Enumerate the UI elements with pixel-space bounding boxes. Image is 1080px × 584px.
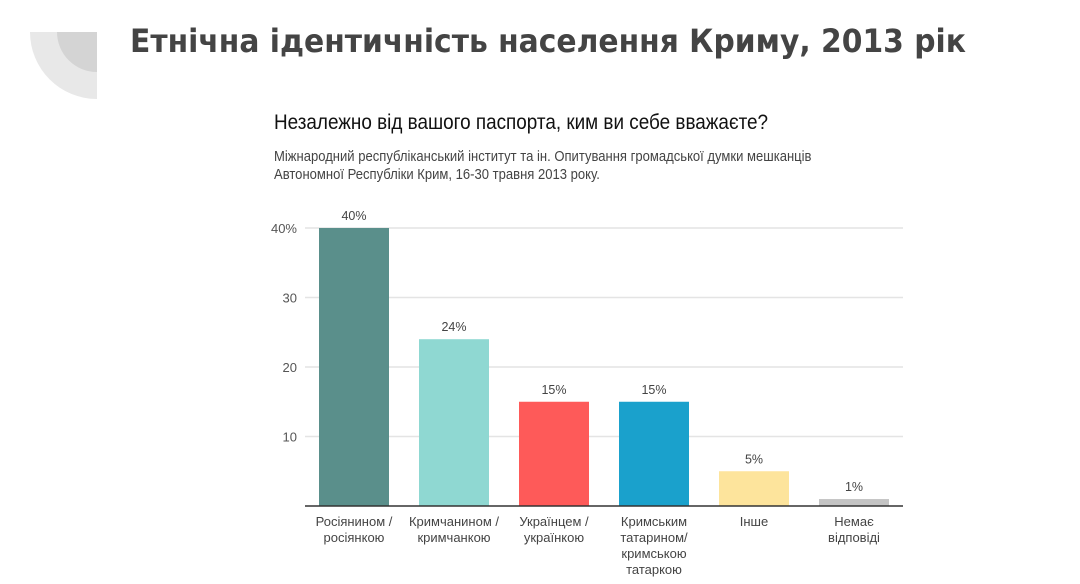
bar <box>319 228 389 506</box>
x-category-label: татаркою <box>626 562 682 577</box>
data-label: 5% <box>745 452 763 466</box>
x-category-label: татарином/ <box>620 530 688 545</box>
x-category-label: Росіянином / <box>316 514 393 529</box>
x-category-label: відповіді <box>828 530 880 545</box>
x-category-label: росіянкою <box>324 530 385 545</box>
x-category-label: Інше <box>740 514 768 529</box>
x-category-label: кримчанкою <box>417 530 490 545</box>
data-label: 24% <box>441 320 466 334</box>
y-tick-label: 40% <box>271 221 297 236</box>
x-category-label: кримською <box>621 546 686 561</box>
x-category-label: Кримчанином / <box>409 514 499 529</box>
bar <box>419 339 489 506</box>
x-category-label: Немає <box>834 514 874 529</box>
source-line-2: Автономної Республіки Крим, 16-30 травня… <box>274 167 600 183</box>
bar <box>819 499 889 506</box>
source-line-1: Міжнародний республіканський інститут та… <box>274 149 812 165</box>
chart-title: Незалежно від вашого паспорта, ким ви се… <box>274 111 769 134</box>
x-category-label: Українцем / <box>519 514 589 529</box>
x-category-label: українкою <box>524 530 585 545</box>
data-label: 15% <box>641 383 666 397</box>
slide-title: Етнічна ідентичність населення Криму, 20… <box>130 22 966 60</box>
data-label: 15% <box>541 383 566 397</box>
data-label: 40% <box>341 209 366 223</box>
bar <box>619 401 689 506</box>
bar <box>519 401 589 506</box>
y-tick-label: 20 <box>283 360 297 375</box>
bar <box>719 471 789 506</box>
chart-source: Міжнародний республіканський інститут та… <box>274 148 811 184</box>
data-label: 1% <box>845 480 863 494</box>
y-tick-label: 10 <box>283 430 297 445</box>
decorative-quarter-circle-logo <box>30 32 97 99</box>
x-category-label: Кримським <box>621 514 687 529</box>
y-tick-label: 30 <box>283 291 297 306</box>
